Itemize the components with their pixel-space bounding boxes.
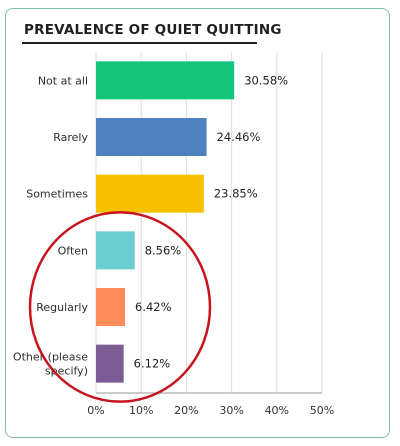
bar [96, 288, 126, 326]
x-tick-label: 40% [265, 404, 289, 417]
category-label: Rarely [53, 131, 88, 144]
x-tick-label: 10% [129, 404, 153, 417]
category-label: Regularly [36, 301, 88, 314]
bar [96, 174, 204, 213]
value-label: 24.46% [217, 130, 261, 144]
value-label: 6.42% [135, 300, 172, 314]
value-label: 30.58% [244, 73, 288, 87]
bar [96, 231, 135, 270]
value-labels: 30.58% 24.46% 23.85% 8.56% 6.42% 6.12% [134, 73, 288, 370]
x-axis-ticks: 0% 10% 20% 30% 40% 50% [87, 404, 334, 417]
category-label: Other (please specify) [13, 351, 88, 378]
gridlines [95, 52, 323, 394]
category-labels: Not at all Rarely Sometimes Often Regularly O… [13, 74, 89, 377]
annotation [28, 211, 212, 403]
value-label: 23.85% [214, 187, 258, 201]
chart-title: PREVALENCE OF QUIET QUITTING [24, 22, 282, 38]
category-label: Often [58, 244, 88, 257]
bars [96, 61, 235, 383]
category-label: Not at all [38, 74, 88, 87]
category-label: Sometimes [26, 188, 88, 201]
x-tick-label: 30% [219, 404, 243, 417]
title-underline [22, 42, 257, 44]
value-label: 8.56% [145, 243, 182, 257]
value-label: 6.12% [134, 357, 171, 371]
x-tick-label: 50% [310, 404, 334, 417]
x-tick-label: 0% [87, 404, 104, 417]
bar [96, 118, 207, 156]
bar [96, 61, 235, 100]
highlight-circle [28, 211, 212, 403]
x-tick-label: 20% [174, 404, 198, 417]
bar [96, 344, 124, 383]
